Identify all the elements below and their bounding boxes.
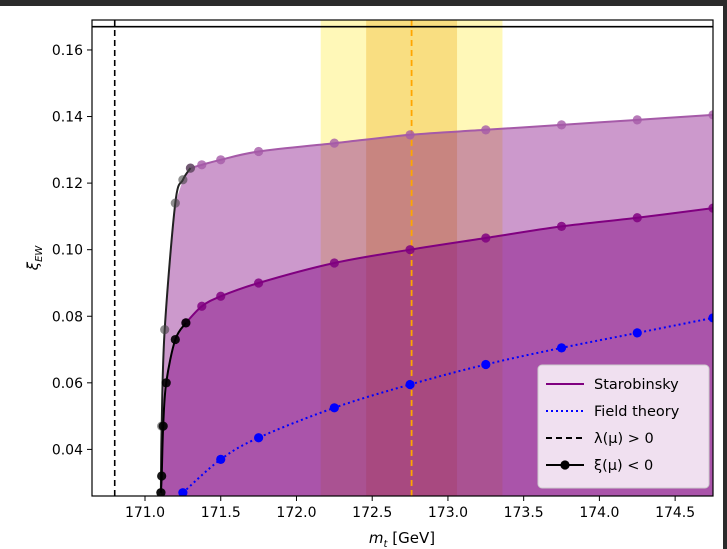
starobinsky-upper-point-6 xyxy=(481,125,491,135)
starobinsky-point-5 xyxy=(405,245,415,255)
xi-negative-upper-point-4 xyxy=(178,175,188,185)
starobinsky-upper-point-9 xyxy=(708,110,713,120)
x-tick-label-0: 171.0 xyxy=(125,505,165,521)
label-subscript: EW xyxy=(34,245,45,262)
y-tick-label-6: 0.16 xyxy=(52,43,83,59)
x-tick-label-2: 172.0 xyxy=(276,505,316,521)
field-theory-point-3 xyxy=(329,403,339,413)
starobinsky-upper-point-5 xyxy=(405,130,415,140)
label-symbol: m xyxy=(369,529,384,547)
xi-negative-point-1 xyxy=(157,471,167,481)
legend-label-2: λ(μ) > 0 xyxy=(594,431,654,447)
legend-box xyxy=(537,364,710,489)
starobinsky-point-8 xyxy=(632,213,642,223)
legend: Starobinsky Field theory λ(μ) > 0 ξ(μ) < 0 xyxy=(537,364,710,489)
field-theory-point-2 xyxy=(254,433,264,443)
starobinsky-point-7 xyxy=(556,221,567,231)
starobinsky-upper-point-4 xyxy=(329,138,339,148)
legend-label-0: Starobinsky xyxy=(594,377,679,393)
y-tick-label-5: 0.14 xyxy=(52,110,83,126)
x-axis-label: mt [GeV] xyxy=(369,529,435,549)
field-theory-line xyxy=(182,316,713,494)
field-theory-point-4 xyxy=(405,379,415,390)
starobinsky-upper-point-8 xyxy=(632,115,642,125)
xi-negative-point-3 xyxy=(161,378,171,388)
starobinsky-point-9 xyxy=(708,203,713,213)
starobinsky-upper-point-7 xyxy=(556,120,567,130)
legend-marker-3 xyxy=(560,460,570,470)
y-tick-label-4: 0.12 xyxy=(52,176,83,192)
field-theory-point-7 xyxy=(632,328,642,338)
window-top-edge xyxy=(0,0,727,6)
label-subscript: t xyxy=(384,539,389,549)
y-axis-label: ξEW xyxy=(24,245,45,272)
x-tick-label-6: 174.0 xyxy=(579,505,619,521)
starobinsky-line xyxy=(185,207,713,324)
plot-frame xyxy=(91,19,714,497)
xi-negative-point-2 xyxy=(158,421,168,431)
xi-negative-point-0 xyxy=(156,488,166,496)
xi-negative-point-4 xyxy=(170,334,180,345)
xi-negative-upper-point-2 xyxy=(160,324,170,335)
starobinsky-point-6 xyxy=(481,233,491,243)
y-tick-label-3: 0.10 xyxy=(52,243,83,259)
starobinsky-upper-point-3 xyxy=(254,146,264,157)
label-symbol: ξ xyxy=(24,261,42,271)
legend-label-1: Field theory xyxy=(594,404,680,420)
starobinsky-point-2 xyxy=(216,291,226,301)
starobinsky-upper-point-2 xyxy=(216,155,226,165)
legend-label-3: ξ(μ) < 0 xyxy=(594,458,653,474)
xi-negative-upper-point-3 xyxy=(170,198,180,208)
window-right-edge xyxy=(723,0,727,549)
starobinsky-point-3 xyxy=(254,278,264,288)
axes: 171.0 171.5 172.0 172.5 173.0 173.5 174.0 174.5… xyxy=(52,43,695,521)
xi-negative-upper-point-5 xyxy=(185,163,196,173)
y-tick-label-2: 0.08 xyxy=(52,309,83,325)
xi-negative-point-5 xyxy=(181,318,191,328)
field-theory-point-8 xyxy=(708,313,713,323)
x-tick-label-7: 174.5 xyxy=(655,505,695,521)
y-tick-label-0: 0.04 xyxy=(52,442,83,458)
mt-band-inner xyxy=(366,20,458,496)
field-theory-point-5 xyxy=(481,359,491,370)
starobinsky-upper-line xyxy=(190,113,713,170)
x-tick-label-4: 173.0 xyxy=(428,505,468,521)
x-tick-label-3: 172.5 xyxy=(352,505,392,521)
field-theory-point-0 xyxy=(178,488,188,496)
starobinsky-point-4 xyxy=(329,258,339,268)
field-theory-point-6 xyxy=(556,343,567,353)
starobinsky-upper-point-1 xyxy=(197,160,207,170)
field-theory-point-1 xyxy=(216,454,226,464)
starobinsky-point-1 xyxy=(197,301,207,311)
label-unit: [GeV] xyxy=(387,529,435,547)
x-tick-label-1: 171.5 xyxy=(201,505,241,521)
y-tick-label-1: 0.06 xyxy=(52,376,83,392)
x-tick-label-5: 173.5 xyxy=(504,505,544,521)
